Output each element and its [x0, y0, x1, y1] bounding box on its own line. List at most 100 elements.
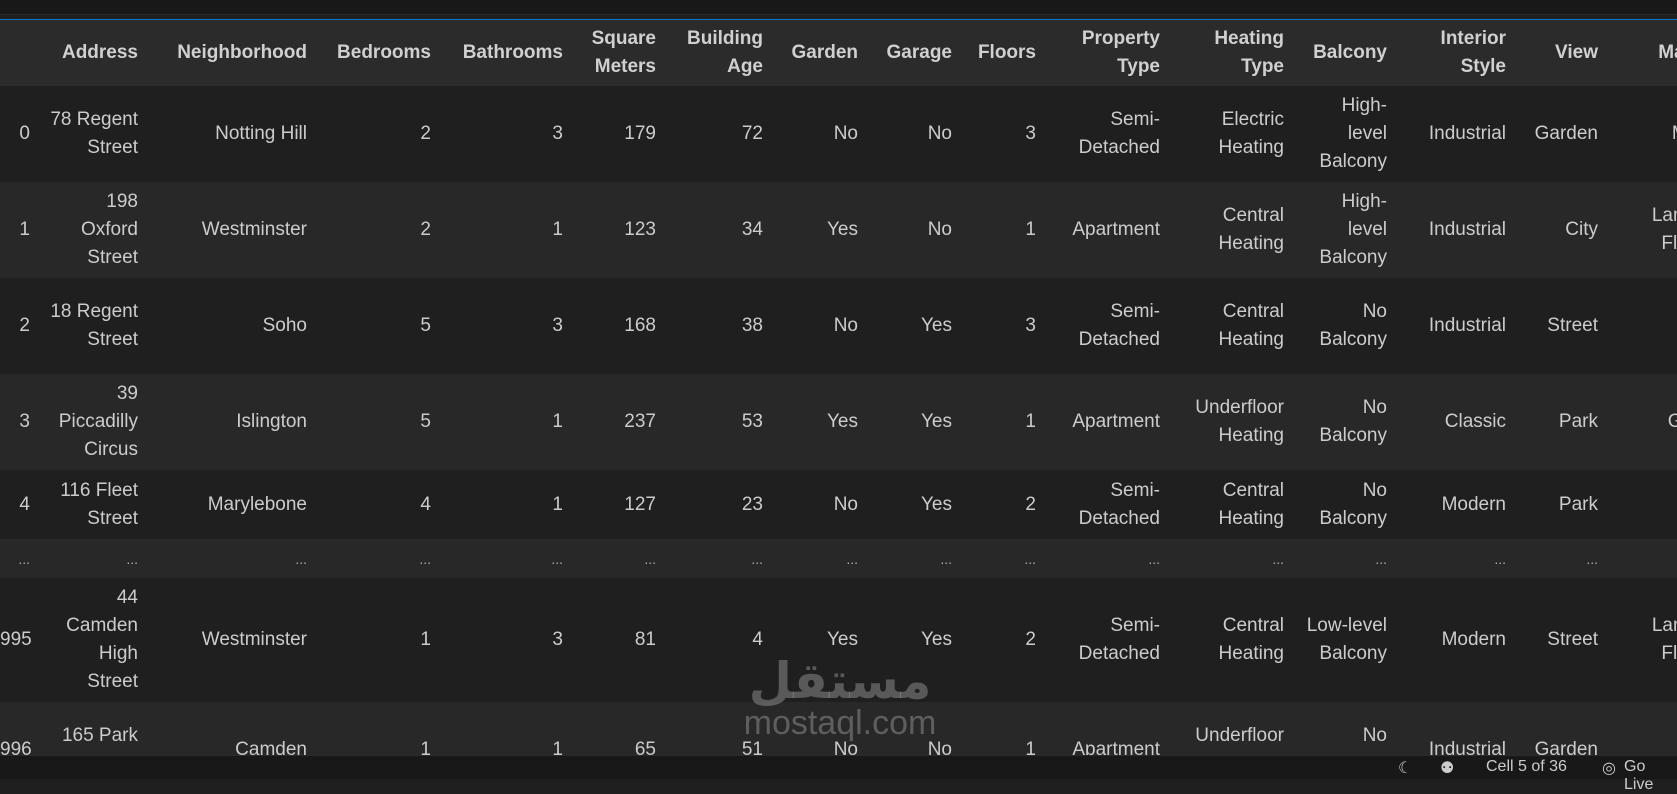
table-cell: 1 — [1025, 739, 1036, 755]
table-cell: City — [1565, 219, 1598, 240]
table-cell: Central Heating — [1218, 301, 1285, 350]
table-cell: 5 — [420, 411, 431, 432]
table-cell: 51 — [741, 739, 763, 755]
table-cell: Yes — [827, 411, 858, 432]
table-cell: No Balcony — [1319, 301, 1387, 350]
table-cell: Soho — [262, 315, 307, 336]
table-cell: Islington — [236, 411, 307, 432]
dataframe-table: Address Neighborhood Bedrooms Bathrooms Squa… — [0, 20, 1677, 755]
table-cell: Low-level Balcony — [1306, 615, 1387, 664]
table-cell: Central Heating — [1218, 479, 1285, 529]
row-index: 2 — [19, 315, 30, 336]
table-cell: Modern — [1441, 493, 1506, 515]
table-cell: ... — [1024, 550, 1036, 567]
table-cell: ... — [1272, 550, 1284, 567]
table-cell: ... — [295, 550, 307, 567]
table-cell: Granite — [1667, 411, 1677, 432]
table-cell: ... — [940, 550, 952, 567]
table-header-row: Address Neighborhood Bedrooms Bathrooms Squa… — [0, 20, 1677, 86]
column-header: Heating Type — [1170, 20, 1294, 86]
table-cell: 165 Park Lane — [61, 725, 138, 755]
table-cell: Yes — [921, 411, 952, 432]
table-cell: Industrial — [1428, 219, 1506, 240]
table-cell: Marble — [1608, 86, 1677, 182]
table-cell: 2 — [1025, 629, 1036, 650]
go-live-button[interactable]: Go Live — [1624, 758, 1654, 793]
table-cell: 2 — [420, 219, 431, 240]
column-header: Garage — [868, 20, 962, 86]
table-cell: Yes — [921, 493, 952, 515]
column-header: Square Meters — [573, 20, 666, 86]
table-cell: Underfloor Heating — [1195, 397, 1284, 446]
table-cell: Garden — [1534, 123, 1598, 144]
table-cell: Laminate Flooring — [1651, 615, 1677, 664]
column-header: Floors — [962, 20, 1046, 86]
column-header: Interior Style — [1397, 20, 1516, 86]
table-cell: Semi-Detached — [1078, 479, 1160, 529]
broadcast-icon: ◎ — [1602, 760, 1616, 777]
status-bar: ☾ ⚉ Cell 5 of 36 ◎ Go Live — [0, 755, 1677, 793]
column-header: Balcony — [1294, 20, 1397, 86]
table-cell: Electric Heating — [1218, 109, 1285, 158]
table-cell: No — [927, 739, 952, 755]
ellipsis-row: ........................................… — [0, 539, 1677, 578]
column-header: Bathrooms — [441, 20, 573, 86]
table-cell: Yes — [921, 629, 952, 650]
table-cell: No Balcony — [1319, 479, 1387, 529]
table-cell: ... — [644, 550, 656, 567]
table-cell: No — [833, 315, 858, 336]
table-cell: No — [833, 123, 858, 144]
table-cell: Apartment — [1072, 411, 1160, 432]
column-header: Bedrooms — [317, 20, 441, 86]
table-cell: Industrial — [1428, 123, 1506, 144]
table-cell: Classic — [1444, 411, 1506, 432]
table-cell: ... — [551, 550, 563, 567]
column-header: Address — [40, 20, 148, 86]
column-header: Building Age — [666, 20, 773, 86]
table-cell: 1 — [552, 219, 563, 240]
row-index: 4 — [19, 493, 30, 515]
table-cell: Underfloor Heating — [1195, 725, 1284, 755]
table-cell: 3 — [1025, 315, 1036, 336]
table-cell: 3 — [552, 629, 563, 650]
table-cell: ... — [1375, 550, 1387, 567]
table-cell: Camden — [235, 739, 307, 755]
column-header — [0, 20, 40, 86]
cell-position-indicator[interactable]: Cell 5 of 36 — [1486, 758, 1567, 775]
table-cell: 3 — [552, 315, 563, 336]
table-cell: 5 — [420, 315, 431, 336]
table-cell: 4 — [752, 629, 763, 650]
table-cell: 81 — [634, 629, 656, 650]
table-row: 3 39 Piccadilly Circus Islington 5 1 237 53 Yes… — [0, 374, 1677, 470]
table-cell: ... — [1586, 550, 1598, 567]
table-cell: Semi-Detached — [1078, 301, 1160, 350]
table-row: 2 18 Regent Street Soho 5 3 168 38 No Yes 3 Semi-D… — [0, 278, 1677, 374]
column-header: Garden — [773, 20, 868, 86]
table-cell: Central Heating — [1218, 615, 1285, 664]
loading-icon: ☾ — [1398, 760, 1413, 777]
table-cell: Marylebone — [207, 493, 307, 515]
table-cell: Industrial — [1428, 739, 1506, 755]
table-cell: Wood — [1608, 278, 1677, 374]
table-cell: 237 — [624, 411, 656, 432]
table-cell: 78 Regent Street — [50, 109, 138, 158]
table-row: 996 165 Park Lane Camden 1 1 65 51 No No 1 Apartme… — [0, 702, 1677, 755]
table-row: 995 44 Camden High Street Westminster 1 3 81 4… — [0, 578, 1677, 702]
column-header: Neighborhood — [148, 20, 317, 86]
table-cell: 18 Regent Street — [50, 301, 138, 350]
table-cell: 3 — [552, 123, 563, 144]
table-cell: 2 — [420, 123, 431, 144]
row-index: 3 — [19, 411, 30, 432]
table-cell: ... — [419, 550, 431, 567]
table-cell: Central Heating — [1218, 205, 1285, 254]
table-row: 4 116 Fleet Street Marylebone 4 1 127 23 No Yes 2… — [0, 470, 1677, 539]
table-cell: ... — [751, 550, 763, 567]
table-cell: 179 — [624, 123, 656, 144]
table-cell: No — [833, 739, 858, 755]
table-cell: Industrial — [1428, 315, 1506, 336]
copilot-icon[interactable]: ⚉ — [1440, 760, 1455, 777]
table-row: 1 198 Oxford Street Westminster 2 1 123 34 Yes N… — [0, 182, 1677, 278]
table-cell: 1 — [552, 411, 563, 432]
editor-top-bar — [0, 0, 1677, 15]
table-cell: Modern — [1441, 629, 1506, 650]
